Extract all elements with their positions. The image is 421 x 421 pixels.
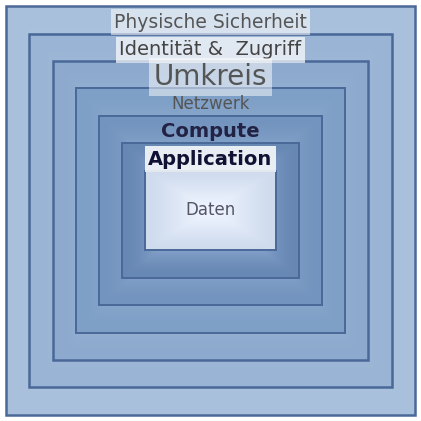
Bar [53, 61, 368, 360]
Bar [145, 171, 276, 250]
Text: Physische Sicherheit: Physische Sicherheit [114, 13, 307, 32]
Bar [29, 34, 392, 387]
Bar [99, 116, 322, 305]
Text: Netzwerk: Netzwerk [171, 96, 250, 113]
Text: Umkreis: Umkreis [154, 63, 267, 91]
Text: Application: Application [148, 149, 273, 169]
Text: Compute: Compute [161, 122, 260, 141]
Bar [76, 88, 345, 333]
Bar [122, 143, 299, 278]
Text: Daten: Daten [185, 202, 236, 219]
Text: Identität &  Zugriff: Identität & Zugriff [120, 40, 301, 59]
